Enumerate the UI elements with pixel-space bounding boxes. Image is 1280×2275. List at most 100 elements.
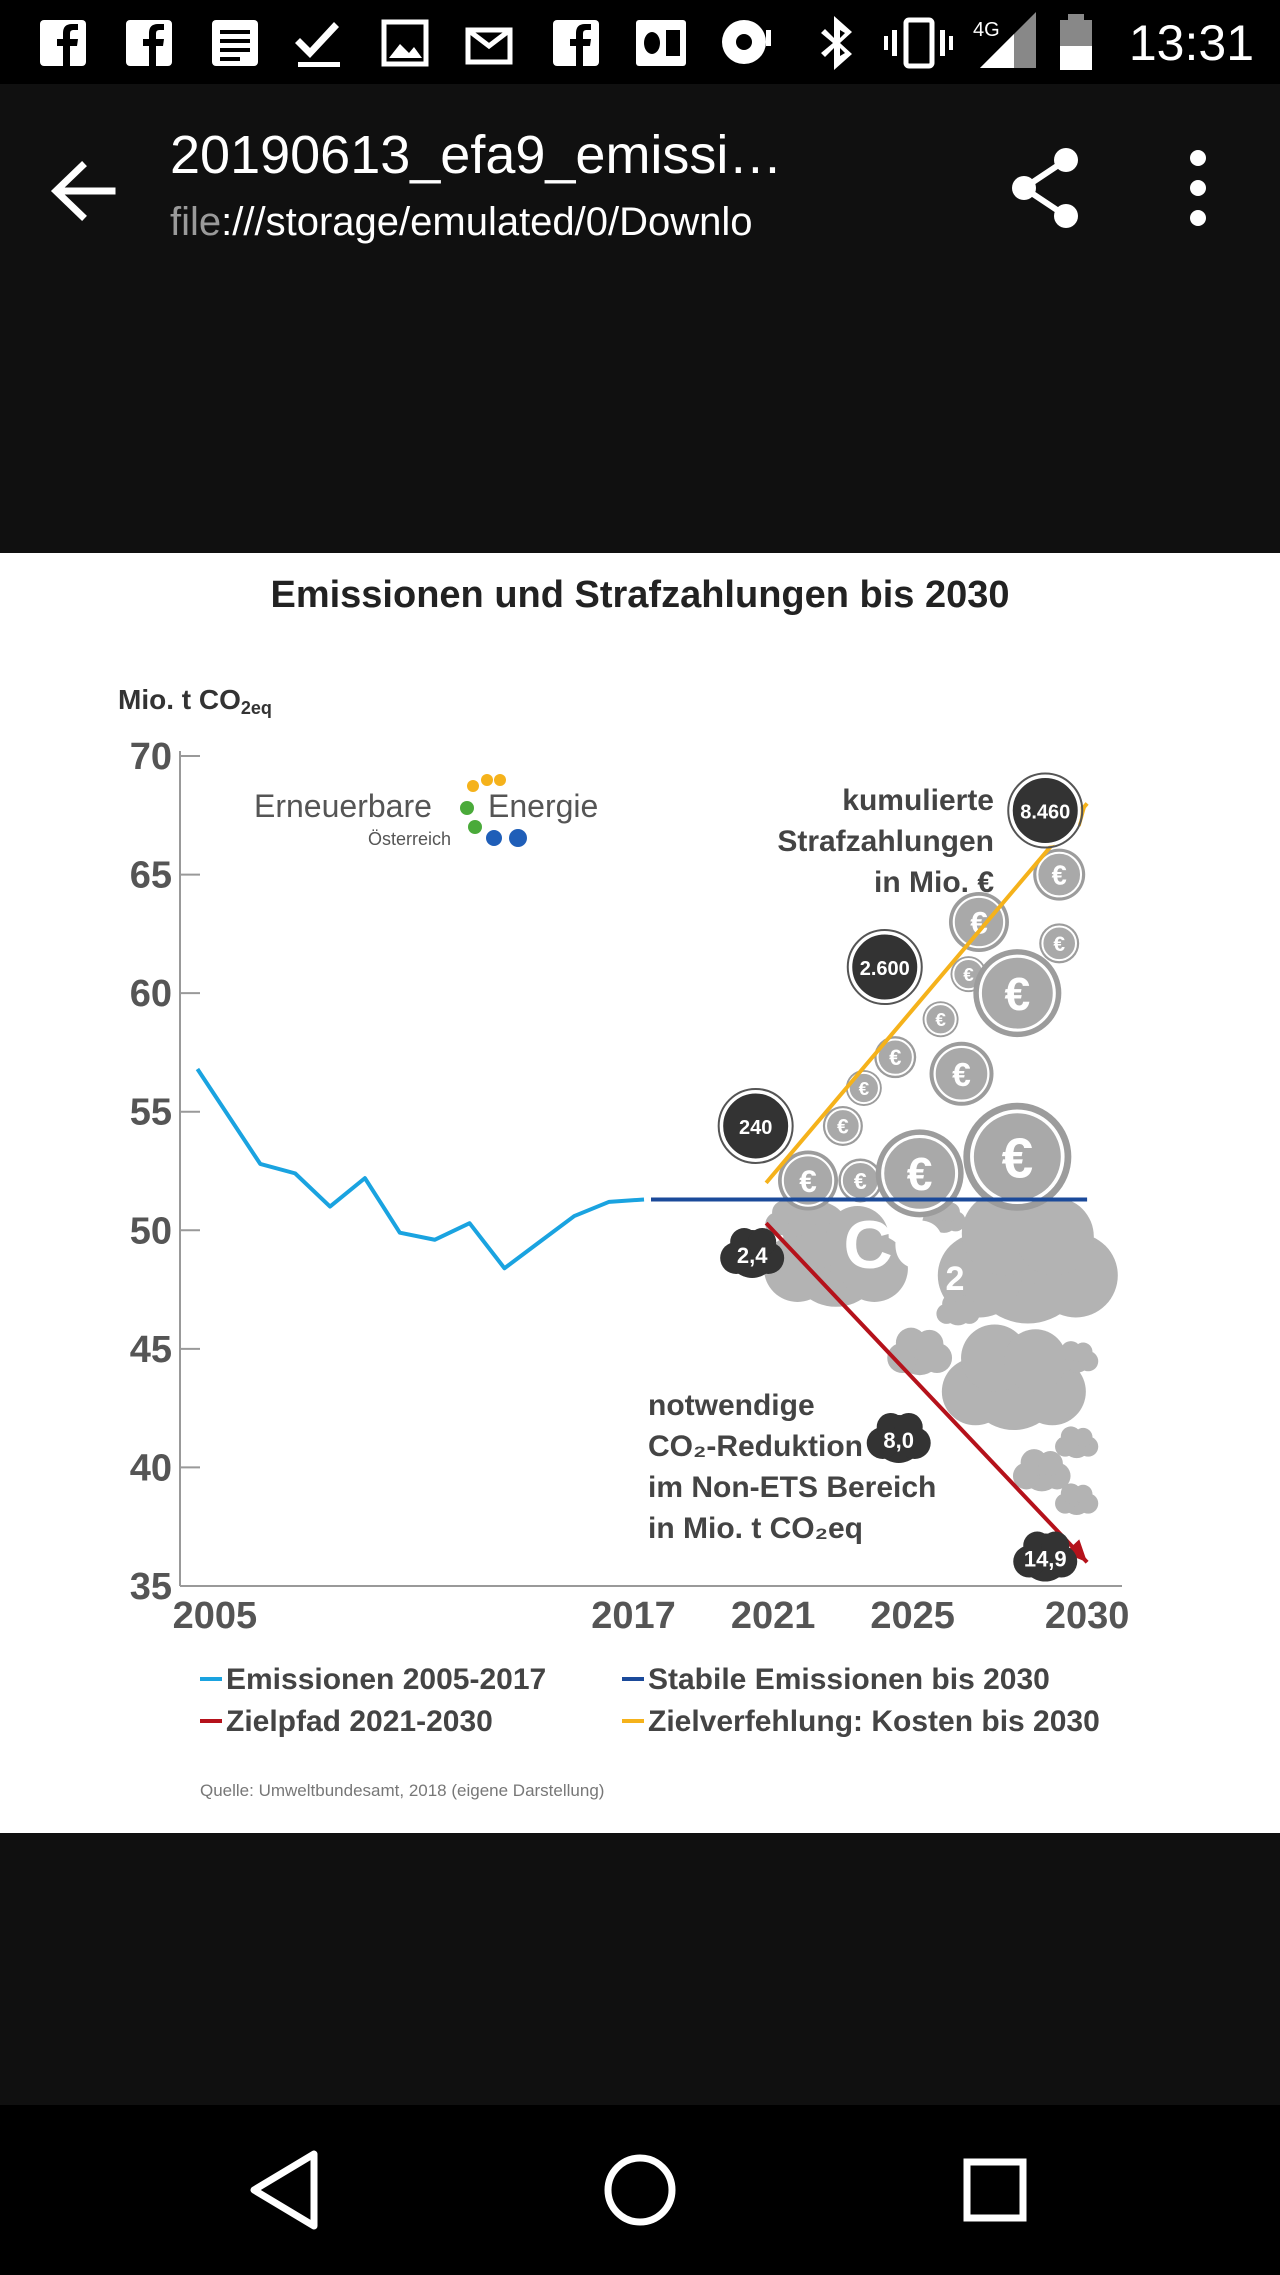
- penalty-badge: 2.600: [846, 929, 923, 1006]
- share-button[interactable]: [1008, 146, 1084, 230]
- euro-coin-symbol: €: [935, 1010, 946, 1031]
- y-tick-label: 55: [130, 1092, 172, 1134]
- reduction-badge-puff: [1041, 1531, 1070, 1560]
- reduction-annotation: notwendige CO₂-Reduktion im Non-ETS Bere…: [648, 1389, 936, 1545]
- euro-coin-symbol: €: [1002, 1127, 1034, 1190]
- facebook-icon: [40, 20, 86, 66]
- euro-coin-face: [781, 1154, 835, 1207]
- euro-coin-face: [876, 1038, 914, 1076]
- nav-home-button[interactable]: [590, 2140, 690, 2240]
- y-tick-label: 45: [130, 1329, 172, 1371]
- reduction-badge-puff: [748, 1228, 777, 1256]
- euro-coin: €: [838, 1158, 883, 1203]
- clock: 13:31: [1128, 15, 1254, 71]
- euro-coin: €: [973, 949, 1062, 1038]
- euro-coin: €: [922, 1001, 959, 1038]
- euro-coin-symbol: €: [854, 1168, 867, 1194]
- penalty-badge-label: 8.460: [1020, 802, 1070, 824]
- app-bar: 20190613_efa9_emissi… file:///storage/em…: [0, 84, 1280, 284]
- reduction-label-line-1: notwendige: [648, 1389, 815, 1422]
- nav-back-button[interactable]: [236, 2140, 336, 2240]
- cloud: [941, 1324, 1086, 1431]
- mail-icon: [465, 27, 513, 65]
- legend-item: Stabile Emissionen bis 2030: [622, 1663, 1050, 1696]
- legend-label: Zielpfad 2021-2030: [226, 1705, 493, 1738]
- reduction-badge-label: 8,0: [883, 1428, 914, 1453]
- euro-coin: €: [822, 1105, 863, 1146]
- series-line: [195, 1067, 645, 1271]
- reduction-label-line-2: CO₂-Reduktion: [648, 1430, 863, 1463]
- reduction-badge-label: 14,9: [1024, 1547, 1067, 1572]
- nav-recents-button[interactable]: [945, 2140, 1045, 2240]
- euro-coin-symbol: €: [963, 965, 974, 986]
- penalty-badge: 240: [717, 1087, 794, 1164]
- euro-coin-symbol: €: [970, 904, 988, 940]
- legend-item: Emissionen 2005-2017: [200, 1663, 546, 1696]
- euro-coin-symbol: €: [799, 1163, 817, 1199]
- navigation-bar: [0, 2105, 1280, 2275]
- penalty-badge-ring: [846, 929, 923, 1006]
- legend-item: Zielverfehlung: Kosten bis 2030: [622, 1705, 1100, 1738]
- cloud-puff: [1015, 1197, 1094, 1276]
- penalty-badge-circle: [1009, 775, 1081, 847]
- y-tick-label: 60: [130, 973, 172, 1015]
- penalty-label-line-3: in Mio. €: [874, 866, 994, 899]
- reduction-label-line-3: im Non-ETS Bereich: [648, 1471, 936, 1504]
- back-button[interactable]: [40, 146, 130, 236]
- euro-coin-face: [825, 1108, 861, 1144]
- euro-coin-face: [924, 1003, 957, 1036]
- cloud-puff: [1073, 1484, 1093, 1504]
- image-viewer[interactable]: Emissionen und Strafzahlungen bis 2030 M…: [0, 553, 1280, 1833]
- euro-coin-symbol: €: [952, 1057, 971, 1094]
- nav-recents-icon: [963, 2158, 1027, 2222]
- logo-text-erneuerbare: Erneuerbare: [254, 788, 432, 824]
- penalty-badge-circle: [720, 1090, 792, 1162]
- euro-coin: €: [778, 1150, 838, 1211]
- facebook-icon: [126, 20, 172, 66]
- penalty-badge-label: 2.600: [860, 958, 910, 980]
- podcast-icon: [722, 20, 771, 64]
- arrow-left-icon: [50, 161, 116, 221]
- y-tick-label: 65: [130, 855, 172, 897]
- reduction-badge-puff: [894, 1412, 923, 1441]
- euro-coin-symbol: €: [1052, 859, 1067, 890]
- cloud: [1055, 1483, 1099, 1516]
- x-tick-label: 2030: [1045, 1595, 1130, 1637]
- share-icon: [1012, 148, 1078, 228]
- euro-coin: €: [875, 1129, 964, 1218]
- nav-back-icon: [250, 2150, 318, 2230]
- chart-source: Quelle: Umweltbundesamt, 2018 (eigene Da…: [200, 1781, 604, 1800]
- signal-icon: [980, 12, 1036, 68]
- notes-icon: [212, 20, 258, 66]
- cloud-puff: [955, 1295, 974, 1314]
- file-path-rest: :///storage/emulated/0/Downlo: [221, 200, 753, 244]
- euro-coin-symbol: €: [1004, 968, 1030, 1020]
- battery-icon: [1060, 14, 1092, 70]
- co2-label-sub: 2: [946, 1260, 965, 1298]
- logo-text-oesterreich: Österreich: [368, 829, 451, 849]
- euro-coin-face: [1036, 851, 1083, 898]
- chart-legend: Emissionen 2005-2017 Zielpfad 2021-2030 St…: [200, 1663, 1100, 1738]
- reduction-badge-label: 2,4: [737, 1243, 768, 1268]
- legend-label: Zielverfehlung: Kosten bis 2030: [648, 1705, 1100, 1738]
- reduction-badge: 2,4: [720, 1228, 785, 1278]
- series-line: [764, 802, 1089, 1185]
- series-line: [764, 1221, 1089, 1564]
- logo: Erneuerbare Energie Österreich: [254, 774, 598, 849]
- penalty-badge-circle: [849, 931, 921, 1003]
- penalty-badge-ring: [1007, 772, 1084, 849]
- cloud-puff: [915, 1329, 944, 1358]
- image-icon: [381, 19, 429, 67]
- logo-text-energie: Energie: [488, 788, 598, 824]
- penalty-badge-ring: [717, 1087, 794, 1164]
- legend-label: Emissionen 2005-2017: [226, 1663, 546, 1696]
- vibrate-icon: [884, 17, 953, 69]
- emissions-chart: Emissionen und Strafzahlungen bis 2030 M…: [118, 574, 1130, 1800]
- more-options-button[interactable]: [1176, 146, 1220, 230]
- penalty-badge-label: 240: [739, 1117, 772, 1139]
- more-vert-icon: [1190, 150, 1206, 226]
- x-tick-label: 2005: [173, 1595, 258, 1637]
- cloud: [1012, 1449, 1071, 1492]
- penalty-label-line-1: kumulierte: [842, 784, 994, 817]
